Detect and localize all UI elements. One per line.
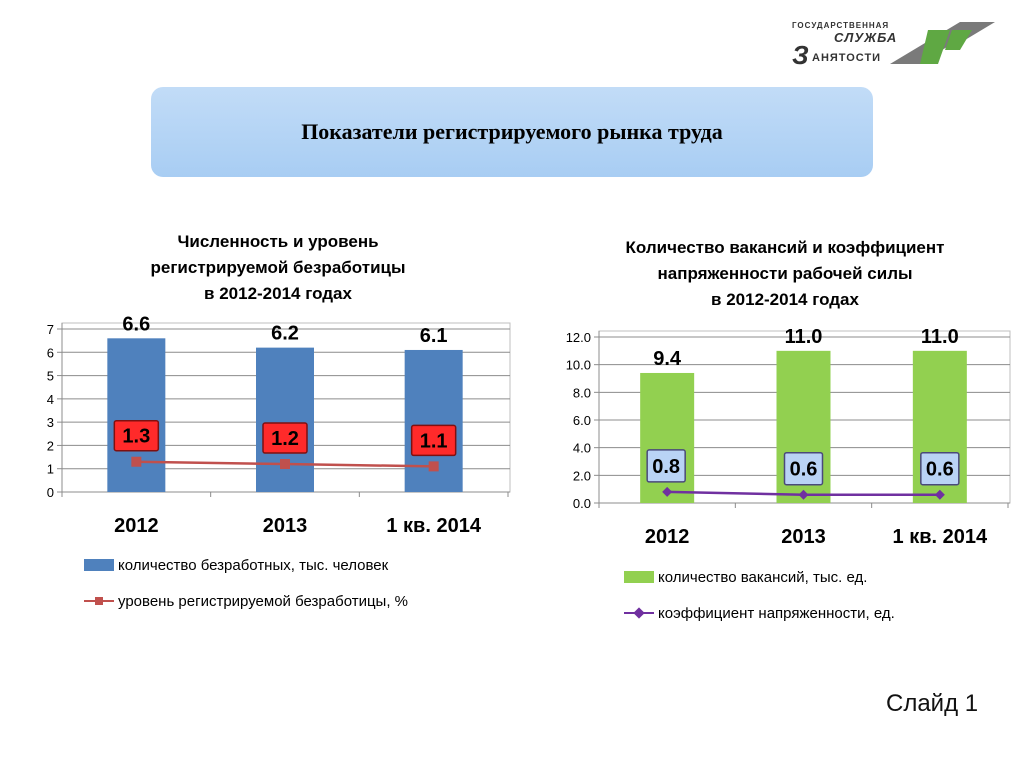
line-point [798,489,809,500]
bar-data-label: 11.0 [785,326,823,348]
line-point [280,459,290,470]
bar-data-label: 6.6 [122,313,150,335]
chart-right-title-line: напряженности рабочей силы [657,264,913,283]
line-data-label-box [113,419,160,452]
legend-swatch-line [84,595,114,607]
bar-data-label: 11.0 [921,326,959,348]
x-tick-label: 2012 [114,515,159,537]
line-data-label: 1.1 [420,430,448,452]
bar [640,372,695,503]
y-tick-label: 10.0 [566,358,591,373]
logo-line-3: АНЯТОСТИ [812,52,882,64]
y-tick-label: 4 [47,392,54,407]
chart-right-title-line: в 2012-2014 годах [711,290,859,309]
logo-line-1: ГОСУДАРСТВЕННАЯ [792,21,890,30]
line-data-label: 1.3 [122,426,150,448]
title-banner: Показатели регистрируемого рынка труда [151,87,873,177]
legend-label: коэффициент напряженности, ед. [658,604,895,622]
y-tick-label: 4.0 [573,441,591,456]
legend-swatch-bar [624,571,654,583]
legend-label: уровень регистрируемой безработицы, % [118,592,408,610]
x-tick-label: 1 кв. 2014 [893,526,988,548]
y-tick-label: 2 [47,438,54,453]
y-tick-label: 7 [47,322,54,337]
bar-data-label: 6.1 [420,325,448,347]
chart-right-legend: количество вакансий, тыс. ед. коэффициен… [624,566,895,638]
y-tick-label: 0 [47,485,54,500]
legend-label: количество безработных, тыс. человек [118,556,389,574]
page-title: Показатели регистрируемого рынка труда [301,119,723,144]
line-data-label: 0.6 [926,459,954,481]
logo-emblem [890,22,995,64]
y-tick-label: 6.0 [573,413,591,428]
y-tick-label: 0.0 [573,496,591,511]
legend-label: количество вакансий, тыс. ед. [658,568,868,586]
y-tick-label: 5 [47,369,54,384]
y-tick-label: 12.0 [566,330,591,345]
line-point [662,486,673,497]
y-tick-label: 8.0 [573,385,591,400]
legend-swatch-bar [84,559,114,571]
legend-item: уровень регистрируемой безработицы, % [84,590,408,612]
line-data-label-box [783,451,824,486]
line-data-label: 0.8 [652,456,680,478]
logo-letter-z: З [792,40,809,70]
chart-right-title: Количество вакансий и коэффициент напряж… [575,235,995,313]
line-data-label: 1.2 [271,428,299,450]
y-tick-label: 6 [47,345,54,360]
line-data-label-box [920,451,960,486]
legend-item: количество безработных, тыс. человек [84,554,408,576]
x-tick-label: 2013 [781,526,826,548]
y-tick-label: 3 [47,415,54,430]
logo: ГОСУДАРСТВЕННАЯ СЛУЖБА З АНЯТОСТИ [790,18,995,68]
x-tick-label: 2012 [645,526,690,548]
line-data-label-box [410,424,457,457]
chart-left-title: Численность и уровень регистрируемой без… [98,229,458,307]
chart-left-legend: количество безработных, тыс. человек уро… [84,554,408,626]
chart-left-title-line: в 2012-2014 годах [204,284,352,303]
bar-data-label: 6.2 [271,323,299,345]
legend-swatch-line [624,607,654,619]
x-tick-label: 1 кв. 2014 [386,515,481,537]
bar-data-label: 9.4 [653,348,682,370]
line-data-label-box [646,449,686,483]
y-tick-label: 2.0 [573,468,591,483]
legend-item: коэффициент напряженности, ед. [624,602,895,624]
line-point [934,489,945,500]
y-tick-label: 1 [47,462,54,477]
chart-left-title-line: Численность и уровень [177,232,379,251]
legend-item: количество вакансий, тыс. ед. [624,566,895,588]
logo-line-2: СЛУЖБА [834,30,898,45]
line-data-label-box [262,422,308,454]
x-tick-label: 2013 [263,515,308,537]
chart-left-title-line: регистрируемой безработицы [150,258,406,277]
line-point [428,461,439,472]
slide-number: Слайд 1 [886,690,979,717]
line-point [131,456,142,467]
line-data-label: 0.6 [790,459,818,481]
chart-right-title-line: Количество вакансий и коэффициент [625,238,945,257]
